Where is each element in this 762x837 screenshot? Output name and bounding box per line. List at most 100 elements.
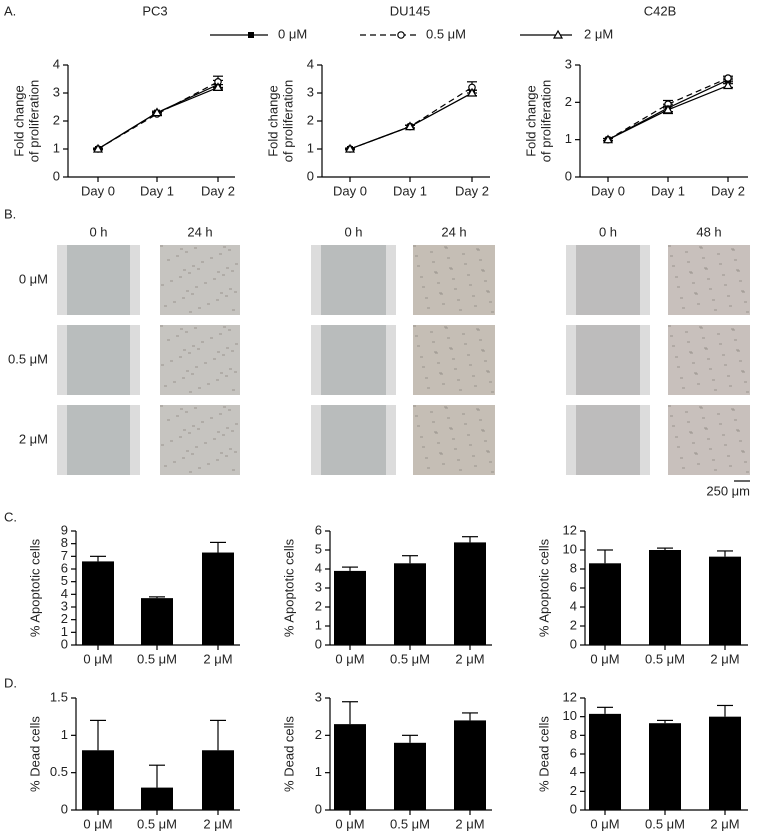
- texture: [727, 455, 730, 457]
- x-tick-label: Day 0: [333, 183, 367, 198]
- texture: [222, 354, 225, 356]
- texture: [719, 343, 722, 345]
- texture: [744, 301, 747, 303]
- scale-bar-label: 250 μm: [706, 483, 750, 498]
- micrograph: [566, 405, 650, 475]
- texture: [694, 452, 697, 454]
- texture: [685, 411, 688, 413]
- y-tick-label: 2: [61, 611, 68, 626]
- texture: [167, 419, 170, 421]
- texture: [467, 434, 470, 436]
- texture: [437, 282, 440, 284]
- texture: [186, 290, 189, 292]
- texture: [430, 411, 433, 413]
- texture: [677, 366, 680, 368]
- texture: [213, 278, 216, 280]
- texture: [226, 427, 229, 429]
- texture: [452, 278, 455, 280]
- y-tick-label: 1.5: [50, 689, 68, 704]
- bar: [394, 742, 426, 810]
- texture: [179, 356, 182, 358]
- texture: [707, 358, 710, 360]
- texture: [717, 253, 720, 255]
- texture: [189, 311, 192, 313]
- column-label: 0 h: [344, 224, 362, 239]
- texture: [204, 442, 207, 444]
- y-tick-label: 0.5: [50, 764, 68, 779]
- x-tick-label: Day 0: [591, 183, 625, 198]
- texture: [682, 467, 685, 469]
- texture: [682, 307, 685, 309]
- texture: [232, 469, 235, 471]
- texture: [185, 411, 188, 413]
- y-tick-label: 4: [570, 764, 577, 779]
- texture: [167, 259, 170, 261]
- texture: [186, 450, 189, 452]
- texture: [491, 391, 494, 393]
- texture: [694, 292, 697, 294]
- texture: [176, 255, 179, 257]
- texture: [191, 373, 194, 375]
- texture: [472, 375, 475, 377]
- texture: [442, 383, 445, 385]
- bar: [649, 550, 681, 645]
- texture: [474, 305, 477, 307]
- texture: [454, 448, 457, 450]
- texture: [425, 377, 428, 379]
- x-tick-label: Day 1: [651, 183, 685, 198]
- texture: [699, 406, 702, 408]
- row-label: 0 μM: [19, 271, 48, 286]
- series-line: [97, 86, 219, 150]
- y-tick-label: 2: [315, 727, 322, 742]
- panel-label: C.: [4, 509, 17, 524]
- y-tick-label: 0: [315, 801, 322, 816]
- texture: [427, 467, 430, 469]
- marker: [722, 80, 734, 90]
- wound-edge: [57, 405, 67, 475]
- x-tick-label: 0.5 μM: [390, 816, 430, 831]
- y-tick-label: 2: [307, 112, 314, 127]
- texture: [207, 303, 210, 305]
- y-tick-label: 0: [61, 801, 68, 816]
- x-tick-label: 0 μM: [83, 816, 112, 831]
- y-axis-label: of proliferation: [280, 80, 295, 162]
- texture: [489, 461, 492, 463]
- texture: [736, 269, 739, 271]
- y-tick-label: 6: [570, 745, 577, 760]
- texture: [449, 427, 452, 429]
- x-tick-label: 0.5 μM: [137, 651, 177, 666]
- texture: [207, 383, 210, 385]
- texture: [160, 245, 163, 247]
- texture: [722, 354, 725, 356]
- texture: [486, 370, 489, 372]
- texture: [232, 389, 235, 391]
- texture: [476, 248, 479, 250]
- y-tick-label: 2: [570, 617, 577, 632]
- texture: [210, 257, 213, 259]
- wound-edge: [386, 325, 396, 395]
- y-tick-label: 5: [61, 573, 68, 588]
- texture: [430, 251, 433, 253]
- texture: [213, 358, 216, 360]
- texture: [223, 406, 226, 408]
- texture: [704, 347, 707, 349]
- x-tick-label: 2 μM: [710, 651, 739, 666]
- texture: [447, 337, 450, 339]
- texture: [687, 341, 690, 343]
- texture: [182, 377, 185, 379]
- texture: [167, 339, 170, 341]
- wound-edge: [130, 245, 140, 315]
- texture: [489, 301, 492, 303]
- column-label: 0 h: [599, 224, 617, 239]
- x-tick-label: Day 2: [711, 183, 745, 198]
- column-label: 24 h: [187, 224, 212, 239]
- wound-edge: [640, 405, 650, 475]
- texture: [675, 356, 678, 358]
- texture: [186, 370, 189, 372]
- texture: [420, 356, 423, 358]
- bar: [589, 713, 621, 810]
- texture: [201, 341, 204, 343]
- texture: [420, 436, 423, 438]
- marker: [397, 31, 405, 39]
- y-tick-label: 10: [563, 708, 577, 723]
